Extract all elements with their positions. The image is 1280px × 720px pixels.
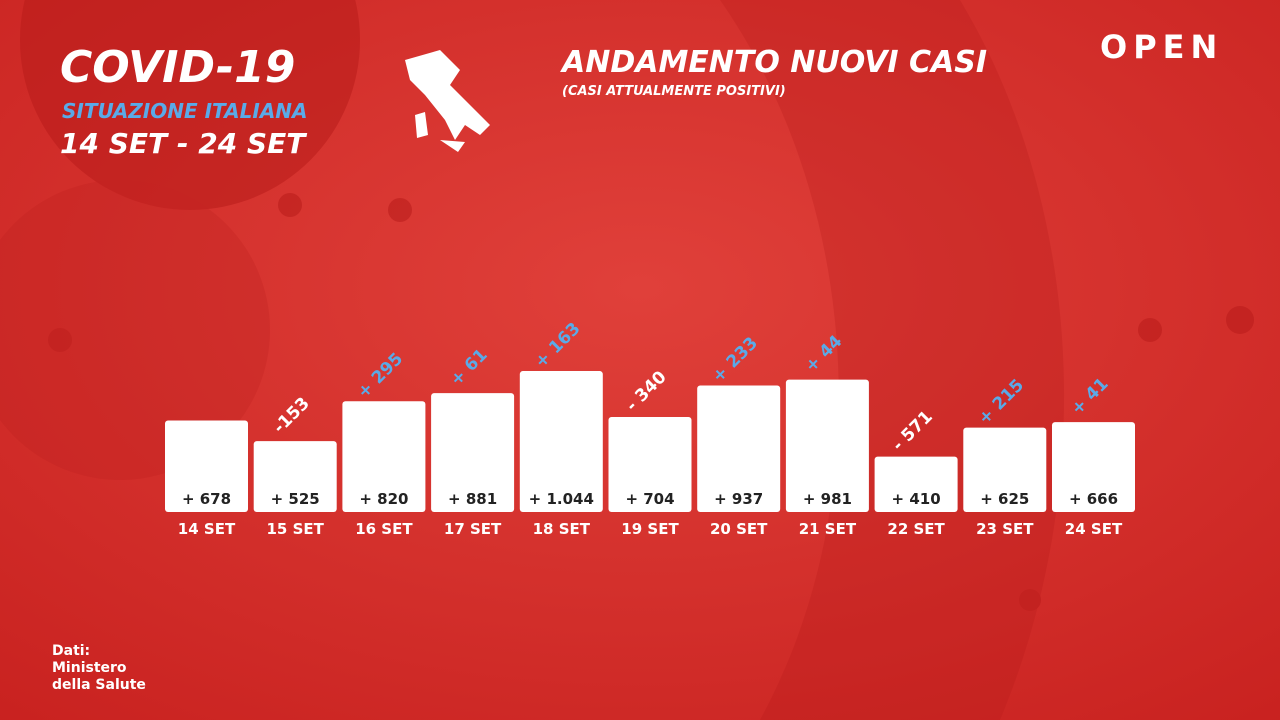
value-label: + 881 [448,490,497,508]
value-label: + 981 [803,490,852,508]
x-tick-label: 23 SET [976,520,1034,538]
bar [874,456,958,512]
value-label: + 820 [359,490,408,508]
brand: OPEN [1100,28,1223,66]
value-label: + 410 [892,490,941,508]
header-title: COVID-19 [60,42,295,93]
bar [1052,422,1135,512]
bar [963,427,1047,512]
x-tick-label: 16 SET [355,520,413,538]
source-line: Ministero [52,660,127,676]
value-label: + 666 [1069,490,1118,508]
chart-subtitle: (CASI ATTUALMENTE POSITIVI) [562,84,786,99]
x-tick-label: 24 SET [1065,520,1123,538]
bar [785,379,869,512]
value-label: + 625 [980,490,1029,508]
bar [519,371,603,512]
decoration [0,0,1254,720]
source-line: della Salute [52,677,146,693]
bar [608,416,692,512]
value-label: + 1.044 [529,490,594,508]
x-tick-label: 18 SET [533,520,591,538]
x-tick-label: 20 SET [710,520,768,538]
x-tick-label: 17 SET [444,520,502,538]
italy-map [405,50,490,152]
x-tick-label: 14 SET [178,520,236,538]
source-line: Dati: [52,643,90,659]
bar [431,393,515,512]
value-label: + 678 [182,490,231,508]
bar [697,385,781,512]
header-subtitle: SITUAZIONE ITALIANA [62,99,308,123]
x-tick-label: 19 SET [621,520,679,538]
x-tick-label: 15 SET [267,520,325,538]
value-label: + 525 [271,490,320,508]
header-period: 14 SET - 24 SET [60,127,307,160]
bar [342,401,426,512]
value-label: + 704 [625,490,674,508]
value-label: + 937 [714,490,763,508]
bar [253,441,337,512]
x-tick-label: 21 SET [799,520,857,538]
bar [165,420,248,512]
chart-title: ANDAMENTO NUOVI CASI [560,45,987,80]
x-tick-label: 22 SET [887,520,945,538]
